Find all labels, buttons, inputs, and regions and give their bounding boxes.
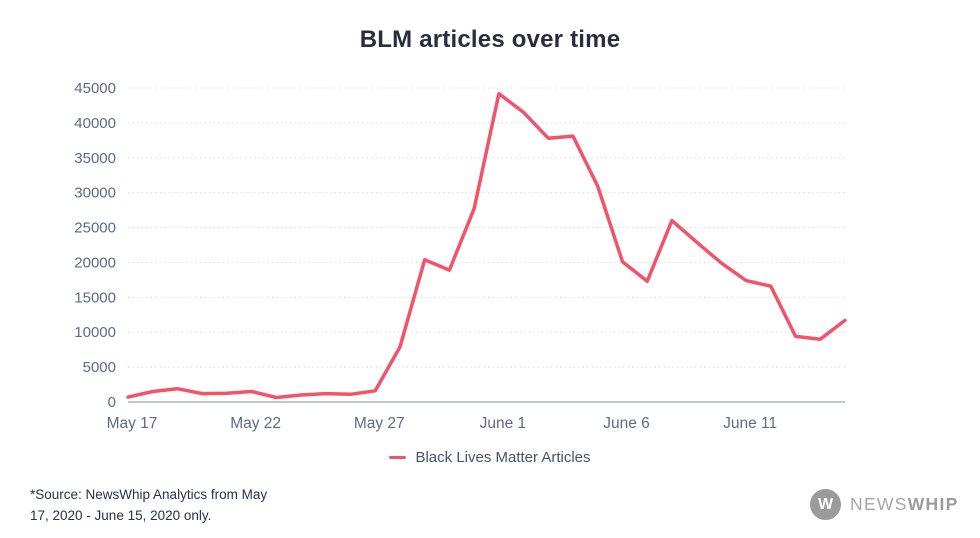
wordmark-whip: WHIP (907, 494, 959, 514)
x-tick-label: June 6 (603, 415, 650, 432)
x-tick-label: June 11 (723, 415, 777, 432)
source-line-1: *Source: NewsWhip Analytics from May (30, 487, 268, 502)
x-tick-label: May 22 (230, 415, 281, 432)
newswhip-w-icon: W (810, 489, 841, 520)
y-tick-label: 35000 (74, 150, 116, 167)
x-tick-label: May 27 (354, 415, 405, 432)
legend: Black Lives Matter Articles (0, 446, 980, 468)
wordmark-news: NEWS (850, 494, 908, 514)
legend-line-swatch-icon (389, 455, 407, 459)
y-tick-label: 15000 (74, 289, 116, 306)
line-chart: 0 5000 10000 15000 20000 25000 30000 35000 40000… (74, 80, 847, 432)
y-tick-label: 10000 (74, 324, 116, 341)
y-tick-label: 0 (108, 394, 116, 411)
legend-label: Black Lives Matter Articles (415, 448, 591, 466)
logo-monogram: W (817, 495, 834, 513)
y-tick-label: 45000 (74, 80, 116, 97)
blm-articles-series-line (126, 91, 847, 400)
source-line-2: 17, 2020 - June 15, 2020 only. (30, 507, 212, 523)
y-tick-label: 30000 (74, 185, 116, 202)
y-tick-label: 20000 (74, 254, 116, 271)
newswhip-wordmark: NEWSWHIP (850, 494, 959, 515)
source-note: *Source: NewsWhip Analytics from May 17,… (30, 485, 267, 527)
chart-title: BLM articles over time (359, 26, 621, 53)
y-tick-label: 40000 (74, 115, 116, 132)
newswhip-logo: W NEWSWHIP (810, 489, 959, 520)
x-tick-label: May 17 (107, 415, 158, 432)
y-tick-label: 25000 (74, 220, 116, 237)
y-tick-label: 5000 (83, 359, 116, 376)
x-tick-label: June 1 (480, 415, 527, 432)
